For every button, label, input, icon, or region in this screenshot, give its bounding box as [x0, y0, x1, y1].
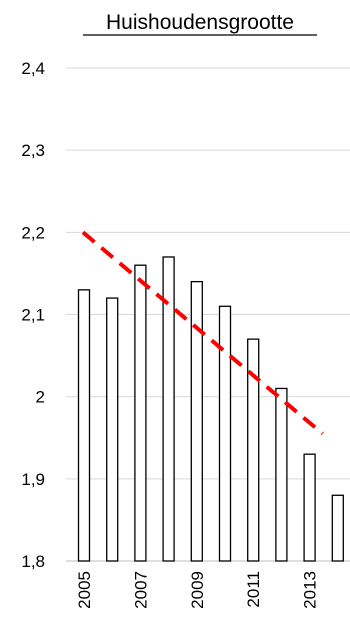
- x-tick-label: 2007: [131, 571, 150, 609]
- bar-2005: [77, 289, 91, 562]
- y-tick-label: 2,1: [21, 306, 45, 325]
- chart-title-text: Huishoudensgrootte: [106, 11, 294, 34]
- y-tick-label: 1,8: [21, 552, 45, 571]
- bar-2011: [247, 338, 260, 562]
- chart-title: Huishoudensgrootte: [83, 11, 317, 36]
- bar-2007: [134, 264, 147, 562]
- bar-2010: [218, 305, 232, 562]
- trendline: [81, 230, 324, 436]
- x-tick-label: 2009: [188, 571, 207, 609]
- y-axis-labels: 1,8 1,9 2 2,1 2,2 2,3 2,4: [21, 59, 45, 571]
- y-tick-label: 1,9: [21, 470, 45, 489]
- bar-2013: [303, 453, 316, 562]
- x-tick-label: 2011: [244, 571, 263, 608]
- bars: [77, 256, 344, 562]
- bar-2014: [331, 494, 344, 562]
- y-tick-label: 2,2: [21, 223, 45, 242]
- x-tick-label: 2013: [301, 571, 320, 609]
- bar-2008: [162, 256, 175, 562]
- x-axis-labels: 2005 2007 2009 2011 2013: [75, 571, 320, 609]
- bar-2006: [106, 297, 119, 562]
- trendline-group: [81, 230, 324, 436]
- y-tick-label: 2: [36, 388, 45, 407]
- bar-2009: [190, 280, 203, 562]
- bar-2012: [275, 387, 288, 562]
- y-tick-label: 2,4: [21, 59, 45, 78]
- y-tick-label: 2,3: [21, 141, 45, 160]
- x-tick-label: 2005: [75, 571, 94, 609]
